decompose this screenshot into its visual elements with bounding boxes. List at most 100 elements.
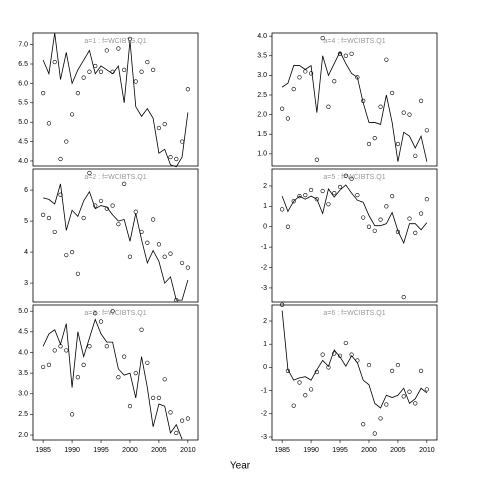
panel-frame xyxy=(32,168,199,303)
data-point xyxy=(185,87,190,92)
y-tick-label: 2.0 xyxy=(257,111,267,118)
data-point xyxy=(69,249,75,255)
y-tick-label: 4.0 xyxy=(18,349,28,356)
y-tick-label: 3.0 xyxy=(257,72,267,79)
data-point xyxy=(280,207,285,212)
data-point xyxy=(308,71,314,76)
data-point xyxy=(384,204,389,209)
data-point xyxy=(343,53,348,58)
y-tick-label: 2 xyxy=(263,183,267,190)
series-line xyxy=(281,50,428,162)
data-point xyxy=(162,122,167,127)
data-point xyxy=(291,87,296,92)
y-tick-label: 2.5 xyxy=(18,411,28,418)
y-tick-label: 4 xyxy=(24,249,28,256)
x-tick-label: 1985 xyxy=(274,447,290,454)
y-tick-label: 5.0 xyxy=(18,308,28,315)
data-point xyxy=(174,156,179,162)
y-tick-label: 4.5 xyxy=(18,138,28,145)
data-point xyxy=(122,181,127,186)
data-point xyxy=(366,224,372,229)
y-tick-label: -3 xyxy=(261,285,267,292)
data-point xyxy=(52,348,57,353)
data-point xyxy=(424,128,429,133)
data-point xyxy=(308,187,314,193)
data-point xyxy=(303,393,308,398)
data-point xyxy=(413,230,418,235)
y-tick-label: 7.0 xyxy=(18,41,28,48)
data-point xyxy=(303,69,308,74)
data-point xyxy=(308,387,314,392)
y-tick-label: -1 xyxy=(261,244,267,251)
data-point xyxy=(179,139,185,144)
data-point xyxy=(355,193,360,198)
y-tick-label: 5.0 xyxy=(18,119,28,126)
data-point xyxy=(122,354,127,359)
data-point xyxy=(133,79,138,84)
data-point xyxy=(390,194,395,199)
data-point xyxy=(162,377,167,382)
data-point xyxy=(46,362,52,367)
panel-frame xyxy=(271,32,438,167)
data-point xyxy=(58,156,63,162)
y-tick-label: 1.0 xyxy=(257,151,267,158)
data-point xyxy=(418,211,424,216)
y-tick-label: 0 xyxy=(263,224,267,231)
data-point xyxy=(395,362,401,368)
data-point xyxy=(52,59,57,65)
panel-frame xyxy=(271,168,438,303)
data-point xyxy=(366,141,372,147)
data-point xyxy=(361,422,366,427)
data-point xyxy=(378,416,383,421)
data-point xyxy=(372,431,377,436)
data-point xyxy=(355,75,360,80)
data-point xyxy=(337,51,343,56)
data-point xyxy=(46,215,52,221)
data-point xyxy=(303,193,308,198)
data-point xyxy=(168,251,173,256)
data-point xyxy=(372,136,377,141)
data-point xyxy=(81,215,86,221)
data-point xyxy=(280,302,285,307)
panel-frame xyxy=(32,32,199,167)
data-point xyxy=(297,75,302,80)
series-line xyxy=(42,318,183,440)
data-point xyxy=(127,404,133,409)
data-point xyxy=(407,216,412,221)
y-tick-label: 4.0 xyxy=(257,33,267,40)
data-point xyxy=(378,104,383,109)
y-tick-label: -2 xyxy=(261,411,267,418)
y-tick-label: 6.0 xyxy=(18,80,28,87)
data-point xyxy=(156,125,162,131)
y-tick-label: 1 xyxy=(263,341,267,348)
data-point xyxy=(52,229,57,235)
data-point xyxy=(280,106,285,111)
data-point xyxy=(75,375,80,380)
x-tick-label: 2005 xyxy=(151,447,167,454)
data-point xyxy=(185,265,190,270)
data-point xyxy=(418,368,424,373)
data-point xyxy=(69,112,75,117)
data-point xyxy=(378,217,383,222)
x-tick-label: 2000 xyxy=(361,447,377,454)
y-tick-label: 2.0 xyxy=(18,432,28,439)
data-point xyxy=(41,91,46,96)
data-point xyxy=(401,110,406,115)
series-line xyxy=(281,310,428,409)
data-point xyxy=(332,190,337,196)
panel-title: a=5 : f=WCIBTS.Q1 xyxy=(323,174,385,181)
data-point xyxy=(104,344,109,349)
y-tick-label: -2 xyxy=(261,264,267,271)
data-point xyxy=(320,188,325,194)
y-tick-label: -1 xyxy=(261,387,267,394)
data-point xyxy=(384,57,389,62)
data-point xyxy=(326,104,331,109)
y-tick-label: 2.5 xyxy=(257,92,267,99)
y-tick-label: 1 xyxy=(263,203,267,210)
data-point xyxy=(395,141,401,147)
data-point xyxy=(58,192,63,197)
panel-title: a=2 : f=WCIBTS.Q1 xyxy=(84,174,146,181)
data-point xyxy=(343,340,348,346)
data-point xyxy=(390,368,395,373)
data-point xyxy=(337,184,343,190)
